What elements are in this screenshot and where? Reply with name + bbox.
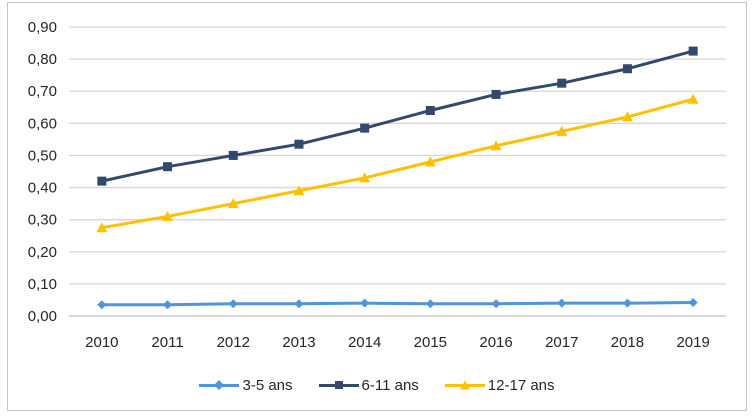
diamond-marker-icon <box>163 300 173 310</box>
y-tick-label: 0,80 <box>28 51 57 68</box>
y-tick-label: 0,10 <box>28 276 57 293</box>
square-marker-icon <box>334 381 343 389</box>
square-marker-icon <box>163 162 173 172</box>
square-marker-icon <box>491 89 501 99</box>
x-tick-label: 2018 <box>611 334 644 351</box>
x-tick-label: 2011 <box>151 334 183 351</box>
series-line-12-17-ans <box>100 97 695 230</box>
square-marker-icon <box>294 139 304 149</box>
square-marker-icon <box>97 176 107 186</box>
legend-line-sample <box>318 381 359 389</box>
diamond-marker-icon <box>97 300 107 310</box>
x-tick-label: 2010 <box>85 334 118 351</box>
diamond-marker-icon <box>214 380 225 390</box>
triangle-marker-icon <box>459 380 470 390</box>
legend-line-sample <box>444 380 485 390</box>
legend-label-3-5-ans: 3-5 ans <box>242 376 293 394</box>
triangle-marker-icon <box>96 222 108 233</box>
square-marker-icon <box>228 150 238 160</box>
triangle-marker-icon <box>293 185 305 196</box>
diamond-marker-icon <box>557 298 567 308</box>
legend-label-6-11-ans: 6-11 ans <box>361 376 419 394</box>
x-tick-label: 2016 <box>479 334 512 351</box>
legend-item-3-5-ans: 3-5 ans <box>199 376 293 394</box>
diamond-marker-icon <box>688 298 698 308</box>
x-tick-label: 2012 <box>217 334 250 351</box>
square-marker-icon <box>688 46 698 56</box>
legend-item-12-17-ans: 12-17 ans <box>444 376 555 394</box>
square-marker-icon <box>622 64 632 74</box>
triangle-marker-icon <box>162 210 174 221</box>
diamond-marker-icon <box>491 299 501 309</box>
diamond-marker-icon <box>622 298 632 308</box>
series-line-6-11-ans <box>100 49 695 183</box>
y-tick-label: 0,20 <box>28 244 57 261</box>
square-marker-icon <box>557 78 567 88</box>
x-tick-label: 2017 <box>545 334 578 351</box>
x-tick-label: 2015 <box>414 334 447 351</box>
y-tick-label: 0,50 <box>28 147 57 164</box>
square-marker-icon <box>425 105 435 115</box>
triangle-marker-icon <box>687 93 699 104</box>
diamond-marker-icon <box>228 299 238 309</box>
diamond-marker-icon <box>294 299 304 309</box>
y-tick-label: 0,90 <box>28 19 57 36</box>
triangle-marker-icon <box>359 172 371 183</box>
chart-legend: 3-5 ans 6-11 ans 12-17 ans <box>0 373 754 397</box>
y-tick-label: 0,00 <box>28 308 57 325</box>
x-tick-label: 2013 <box>282 334 315 351</box>
legend-item-6-11-ans: 6-11 ans <box>318 376 419 394</box>
diamond-marker-icon <box>425 299 435 309</box>
triangle-marker-icon <box>227 198 239 209</box>
y-tick-label: 0,70 <box>28 83 57 100</box>
triangle-marker-icon <box>490 140 502 151</box>
square-marker-icon <box>360 123 370 133</box>
triangle-marker-icon <box>621 111 633 122</box>
y-tick-label: 0,30 <box>28 212 57 229</box>
x-tick-label: 2019 <box>676 334 709 351</box>
x-tick-label: 2014 <box>348 334 381 351</box>
triangle-marker-icon <box>556 125 568 136</box>
legend-label-12-17-ans: 12-17 ans <box>487 376 555 394</box>
diamond-marker-icon <box>360 298 370 308</box>
y-tick-label: 0,60 <box>28 115 57 132</box>
legend-line-sample <box>199 380 240 390</box>
series-line-3-5-ans <box>100 301 695 307</box>
y-tick-label: 0,40 <box>28 180 57 197</box>
triangle-marker-icon <box>424 156 436 167</box>
